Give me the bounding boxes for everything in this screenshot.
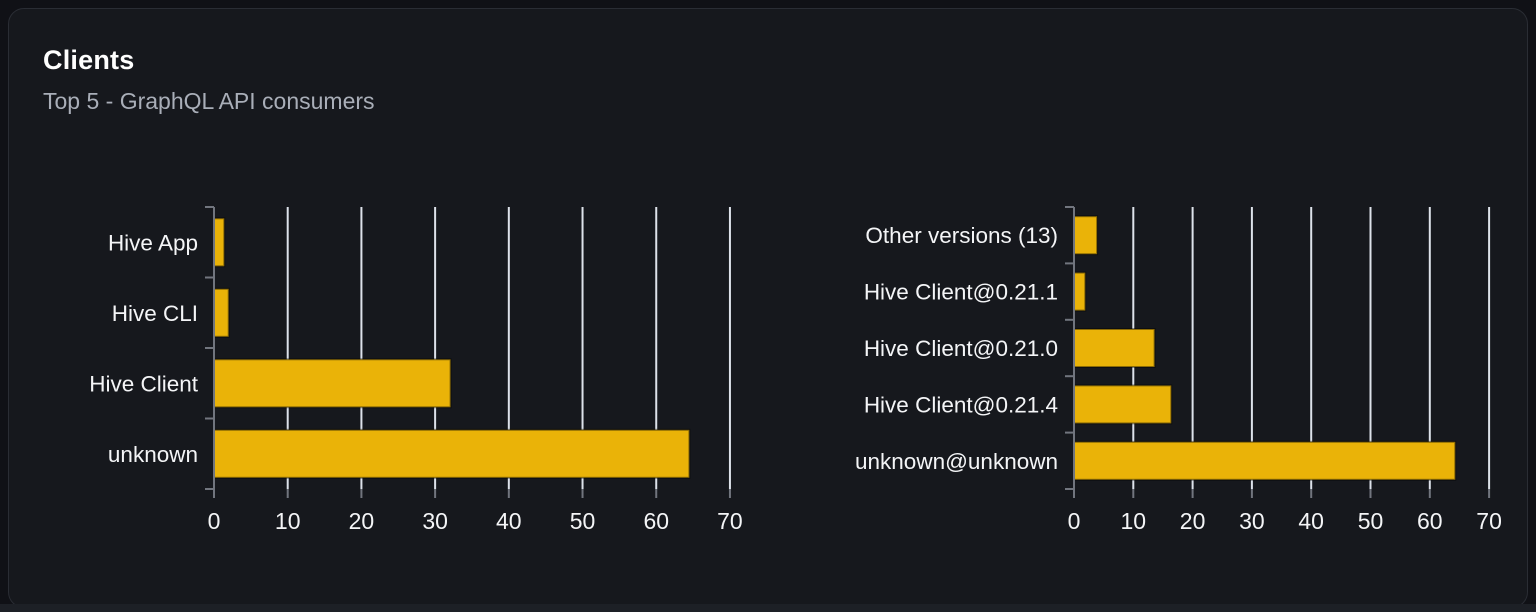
x-tick-label: 20 (349, 508, 375, 534)
bar-unknown-unknown[interactable] (1073, 440, 1457, 481)
category-label-hive-client-0-21-0: Hive Client@0.21.0 (864, 336, 1058, 361)
category-label-hive-cli: Hive CLI (112, 301, 198, 326)
x-tick-label: 70 (1476, 508, 1502, 534)
bar-other-versions-13[interactable] (1073, 215, 1099, 256)
category-label-hive-app: Hive App (108, 230, 198, 255)
clients-card: Clients Top 5 - GraphQL API consumers (8, 8, 1528, 608)
bar-hive-app[interactable] (213, 217, 226, 268)
card-title: Clients (43, 45, 135, 75)
clients-by-version-chart: 0 10 20 30 40 50 60 70 Other versions (13) Hive C… (855, 206, 1502, 534)
bar-hive-client[interactable] (213, 358, 452, 409)
x-tick-label: 0 (208, 508, 221, 534)
x-tick-label: 40 (1298, 508, 1324, 534)
x-tick-label: 20 (1180, 508, 1206, 534)
category-label-hive-client: Hive Client (89, 371, 199, 396)
bar-unknown[interactable] (213, 428, 691, 479)
next-panel-edge (0, 604, 1536, 612)
x-tick-label: 70 (717, 508, 743, 534)
x-tick-label: 40 (496, 508, 522, 534)
x-tick-label: 50 (1358, 508, 1384, 534)
category-label-unknown: unknown (108, 442, 198, 467)
x-tick-label: 30 (1239, 508, 1265, 534)
category-label-hive-client-0-21-1: Hive Client@0.21.1 (864, 280, 1058, 305)
x-tick-label: 0 (1068, 508, 1081, 534)
card-subtitle: Top 5 - GraphQL API consumers (43, 88, 375, 115)
x-tick-label: 10 (1121, 508, 1147, 534)
x-tick-label: 30 (422, 508, 448, 534)
x-tick-label: 10 (275, 508, 301, 534)
x-tick-label: 60 (643, 508, 669, 534)
bar-hive-client-0-21-1[interactable] (1073, 271, 1087, 312)
x-tick-label: 50 (570, 508, 596, 534)
x-tick-label: 60 (1417, 508, 1443, 534)
category-label-hive-client-0-21-4: Hive Client@0.21.4 (864, 392, 1058, 417)
bar-hive-cli[interactable] (213, 287, 230, 338)
category-label-unknown-unknown: unknown@unknown (855, 449, 1058, 474)
card-header: Clients Top 5 - GraphQL API consumers (9, 9, 1527, 116)
bar-hive-client-0-21-4[interactable] (1073, 384, 1173, 425)
category-label-other-versions-13: Other versions (13) (865, 223, 1058, 248)
bar-hive-client-0-21-0[interactable] (1073, 328, 1156, 368)
clients-by-name-chart: 0 10 20 30 40 50 60 70 Hive App Hive CLI Hive Clie… (89, 206, 743, 534)
